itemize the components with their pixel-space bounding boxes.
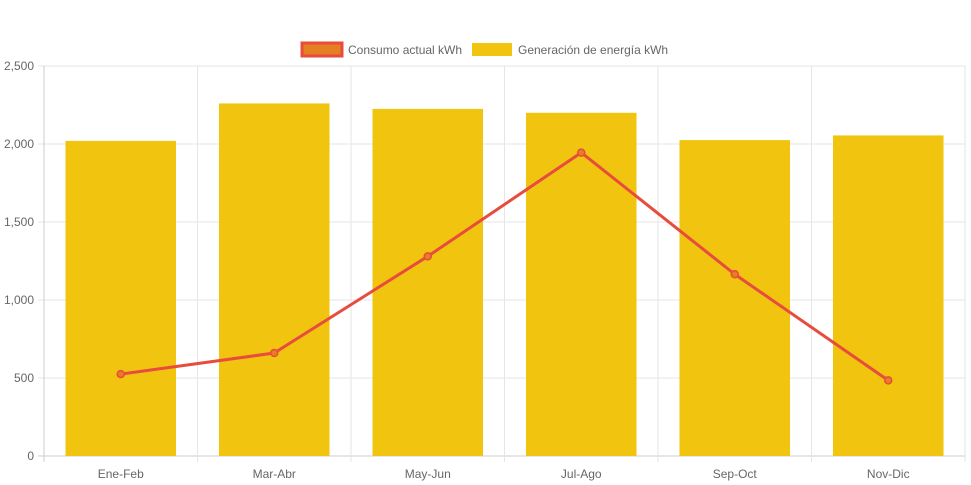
- x-tick-label: Jul-Ago: [561, 467, 602, 481]
- x-tick-label: Ene-Feb: [98, 467, 144, 481]
- y-tick-label: 0: [27, 449, 34, 463]
- y-tick-label: 1,500: [4, 215, 34, 229]
- bar-generacion[interactable]: [65, 140, 177, 456]
- bar-generacion[interactable]: [218, 103, 330, 456]
- point-consumo[interactable]: [270, 348, 279, 358]
- point-consumo[interactable]: [730, 270, 739, 279]
- point-consumo[interactable]: [116, 369, 125, 379]
- bar-series-generacion: [65, 103, 944, 457]
- y-tick-label: 2,500: [4, 59, 34, 73]
- y-tick-label: 1,000: [4, 293, 34, 307]
- point-consumo[interactable]: [884, 376, 893, 385]
- bar-generacion[interactable]: [372, 108, 484, 457]
- x-tick-label: Sep-Oct: [713, 467, 758, 481]
- legend-label-generacion: Generación de energía kWh: [518, 43, 668, 57]
- x-tick-label: Nov-Dic: [867, 467, 910, 481]
- y-axis-ticks: 0 500 1,000 1,500 2,000 2,500: [4, 59, 34, 463]
- bar-generacion[interactable]: [832, 135, 944, 457]
- legend: Consumo actual kWh Generación de energía…: [300, 41, 668, 58]
- point-consumo[interactable]: [577, 148, 586, 157]
- bar-generacion[interactable]: [525, 112, 637, 457]
- legend-label-consumo: Consumo actual kWh: [348, 43, 462, 57]
- point-consumo[interactable]: [423, 252, 432, 261]
- line-series-consumo: [116, 148, 893, 385]
- legend-swatch-generacion[interactable]: [472, 43, 512, 56]
- y-tick-label: 2,000: [4, 137, 34, 151]
- x-tick-label: Mar-Abr: [253, 467, 296, 481]
- grid: [38, 65, 966, 462]
- x-tick-label: May-Jun: [405, 467, 451, 481]
- x-axis-ticks: Ene-Feb Mar-Abr May-Jun Jul-Ago Sep-Oct Nov-D…: [98, 467, 910, 481]
- legend-swatch-consumo[interactable]: [300, 41, 344, 58]
- bar-generacion[interactable]: [679, 140, 791, 456]
- y-tick-label: 500: [14, 371, 34, 385]
- line-consumo: [120, 151, 890, 382]
